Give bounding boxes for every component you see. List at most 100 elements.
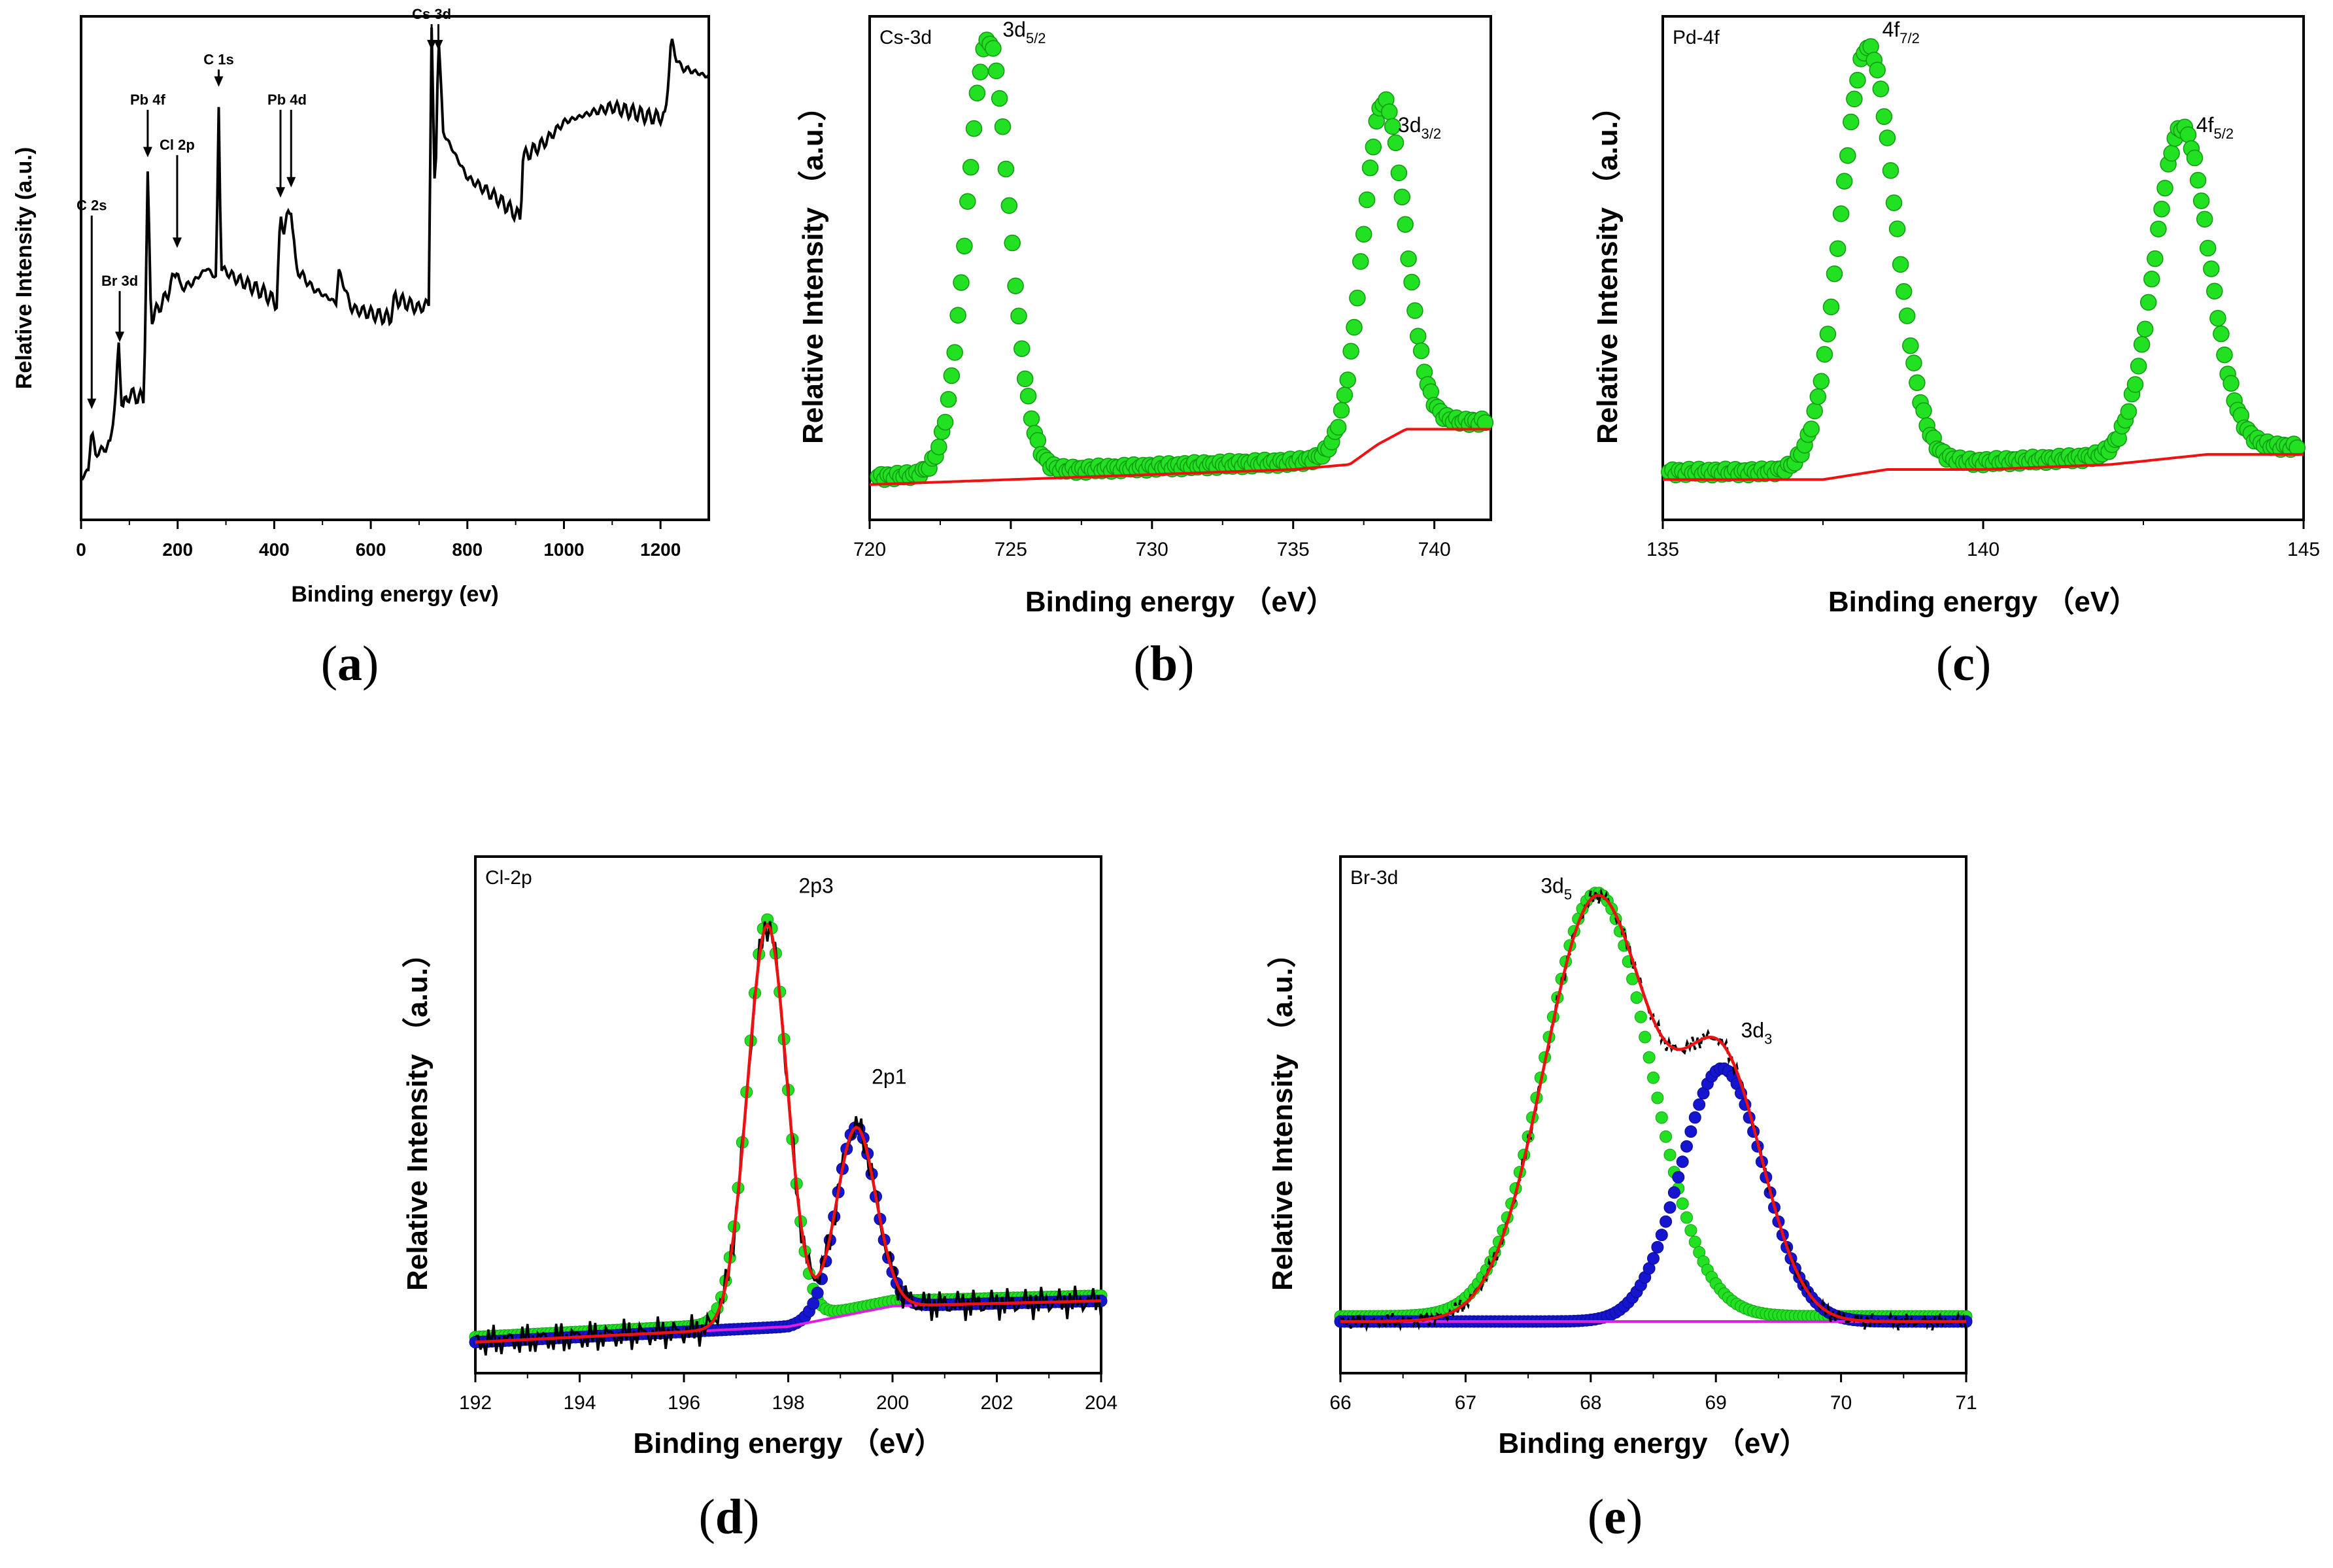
plot-frame: [1339, 855, 1967, 1374]
peak-label-sub: 7/2: [1899, 30, 1920, 46]
data-point: [1349, 290, 1366, 307]
data-point: [1019, 387, 1037, 405]
x-tick-label: 192: [459, 1392, 492, 1414]
panel-label-letter: c: [1952, 636, 1975, 691]
panel-label-open: (: [1588, 1490, 1604, 1544]
data-point: [953, 274, 970, 291]
component-1-point: [1634, 1010, 1647, 1023]
data-point: [2143, 271, 2160, 288]
data-point: [985, 40, 1002, 57]
data-point: [1822, 298, 1840, 316]
envelope-fit-line: [1340, 893, 1966, 1323]
x-tick-label: 200: [162, 539, 193, 560]
data-point: [1010, 307, 1027, 325]
data-point: [1846, 90, 1863, 108]
peak-label: Pb 4f: [130, 92, 165, 108]
panel-label-open: (: [321, 636, 337, 691]
plot-frame: [80, 15, 710, 521]
peak-label: Cs 3d: [412, 6, 451, 22]
peak-label: 4f7/2: [1882, 18, 1920, 46]
component-1-point: [1630, 991, 1643, 1004]
data-point: [1806, 402, 1823, 420]
survey-spectrum-line: [80, 27, 709, 481]
data-point: [1835, 173, 1853, 190]
component-2-point: [811, 1286, 824, 1299]
arrow-head-icon: [427, 40, 437, 50]
component-1-group: [469, 913, 1108, 1344]
data-point: [1839, 147, 1856, 164]
peak-label: 2p1: [872, 1065, 906, 1089]
inner-panel-label: Pd-4f: [1673, 27, 1720, 48]
x-tick-label: 67: [1455, 1392, 1476, 1414]
data-point: [2147, 250, 2164, 267]
data-point: [2153, 200, 2170, 218]
data-point: [2186, 149, 2204, 167]
component-1-point: [1643, 1051, 1656, 1064]
y-axis-title: Relative Intensity （a.u.）: [1592, 92, 1624, 444]
data-point: [2126, 376, 2144, 393]
data-point: [1905, 354, 1922, 371]
data-point: [2130, 358, 2147, 375]
panel-a: 0 200 400 600 800 1000 1200 Binding energy (ev)…: [12, 6, 710, 691]
data-point: [943, 367, 961, 384]
data-point: [1352, 253, 1369, 270]
x-tick-label: 69: [1705, 1392, 1727, 1414]
component-2-point: [1693, 1098, 1706, 1111]
x-tick-label: 725: [995, 539, 1027, 560]
component-2-point: [1676, 1155, 1689, 1168]
arrow-head-icon: [87, 398, 97, 409]
peak-label: C 2s: [77, 197, 107, 214]
panel-label-letter: d: [715, 1490, 743, 1544]
arrow-head-icon: [214, 76, 224, 87]
peak-label: 3d5/2: [1002, 18, 1046, 46]
peak-label-sub: 5: [1564, 886, 1572, 902]
arrow-head-icon: [275, 187, 285, 198]
data-point: [1813, 373, 1830, 390]
data-point: [1862, 38, 1879, 55]
x-tick-label: 196: [668, 1392, 700, 1414]
data-point: [2222, 375, 2239, 392]
data-point: [987, 62, 1005, 80]
data-point: [1400, 250, 1417, 267]
data-points-group: [1661, 38, 2306, 484]
x-tick-label: 720: [853, 539, 886, 560]
data-point: [968, 84, 986, 102]
data-point: [1803, 420, 1820, 437]
component-1-point: [1680, 1211, 1693, 1224]
data-point: [959, 193, 976, 210]
panel-label: (b): [1134, 636, 1195, 691]
arrow-head-icon: [115, 332, 125, 343]
component-1-point: [1663, 1148, 1677, 1161]
x-tick-label: 600: [356, 539, 386, 560]
data-point: [2206, 282, 2223, 299]
envelope-fit-line: [475, 922, 1102, 1344]
x-tick-label: 66: [1329, 1392, 1351, 1414]
x-axis-title: Binding energy （eV）: [633, 1427, 943, 1459]
peak-label: Pb 4d: [267, 92, 307, 108]
x-tick-label: 800: [452, 539, 483, 560]
data-point: [1895, 283, 1913, 300]
data-point: [1016, 370, 1034, 388]
panel-e: 66 67 68 69 70 71 Binding energy （eV） Relative …: [1267, 855, 1977, 1544]
data-point: [1409, 328, 1427, 345]
arrow-head-icon: [143, 146, 152, 158]
data-point: [1365, 139, 1382, 156]
data-point: [1882, 162, 1899, 179]
data-point: [936, 413, 954, 431]
component-2-point: [1660, 1215, 1673, 1228]
peak-label-main: 3d: [1541, 874, 1564, 897]
data-point: [2213, 325, 2230, 343]
data-point: [940, 391, 957, 408]
arrow-head-icon: [434, 40, 443, 50]
component-1-point: [1660, 1130, 1673, 1143]
data-point: [1342, 343, 1359, 360]
data-point: [1422, 383, 1440, 400]
peak-label-sub: 5/2: [1026, 30, 1046, 46]
panel-label: (d): [699, 1490, 760, 1544]
data-point: [1909, 374, 1926, 392]
data-point: [1007, 277, 1024, 294]
x-tick-label: 1000: [543, 539, 584, 560]
data-point: [2136, 320, 2154, 338]
data-point: [1892, 256, 1909, 273]
data-point: [1355, 226, 1372, 243]
